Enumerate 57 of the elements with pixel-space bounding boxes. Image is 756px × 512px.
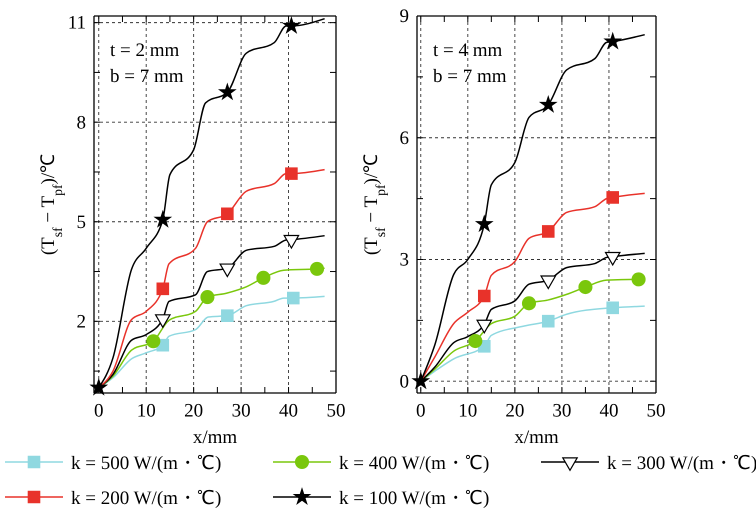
point [310,262,324,276]
x-tick-label: 20 [505,400,524,422]
point [476,216,492,232]
point [90,379,107,395]
point [283,17,300,33]
legend-label: k = 300 W/(m・℃) [607,453,756,474]
x-axis-title: x/mm [192,427,238,448]
point [604,33,621,49]
point [578,280,592,294]
y-tick-label: 0 [400,371,409,392]
x-tick-label: 30 [232,400,251,422]
point [256,270,270,285]
point [522,296,536,310]
point [221,309,234,322]
point [478,290,491,302]
point [606,301,620,314]
legend-label: k = 500 W/(m・℃) [71,453,222,474]
y-tick-label: 2 [76,311,86,332]
y-tick-label: 3 [400,250,409,271]
x-tick-label: 0 [94,400,104,422]
legend-label: k = 400 W/(m・℃) [339,453,490,474]
point [286,292,300,304]
point [540,96,556,112]
x-tick-label: 40 [599,400,618,422]
x-tick-label: 0 [416,400,426,422]
x-tick-label: 10 [458,400,478,422]
point [542,225,555,238]
annotation: b = 7 mm [110,66,184,87]
point [146,334,160,348]
x-tick-label: 50 [646,400,666,422]
point [285,167,298,180]
y-tick-label: 6 [400,128,409,149]
point [412,372,429,388]
annotation: t = 2 mm [110,40,180,61]
y-tick-label: 5 [76,212,86,233]
y-tick-label: 11 [68,12,86,34]
legend-label: k = 200 W/(m・℃) [71,488,222,509]
point [468,334,482,348]
point [542,314,555,328]
annotation: t = 4 mm [433,40,503,61]
annotation: b = 7 mm [433,66,507,87]
point [219,84,236,100]
x-tick-label: 40 [279,400,298,422]
point [221,207,234,220]
y-tick-label: 9 [400,6,409,28]
x-tick-label: 20 [184,400,204,422]
x-tick-label: 30 [552,400,572,422]
x-axis-title: x/mm [514,427,559,448]
legend-label: k = 100 W/(m・℃) [339,488,490,509]
point [606,191,620,204]
point [154,211,171,227]
y-tick-label: 8 [76,112,86,134]
point [200,290,214,304]
point [156,282,170,296]
x-tick-label: 50 [326,400,346,422]
point [632,272,646,286]
x-tick-label: 10 [136,400,156,422]
